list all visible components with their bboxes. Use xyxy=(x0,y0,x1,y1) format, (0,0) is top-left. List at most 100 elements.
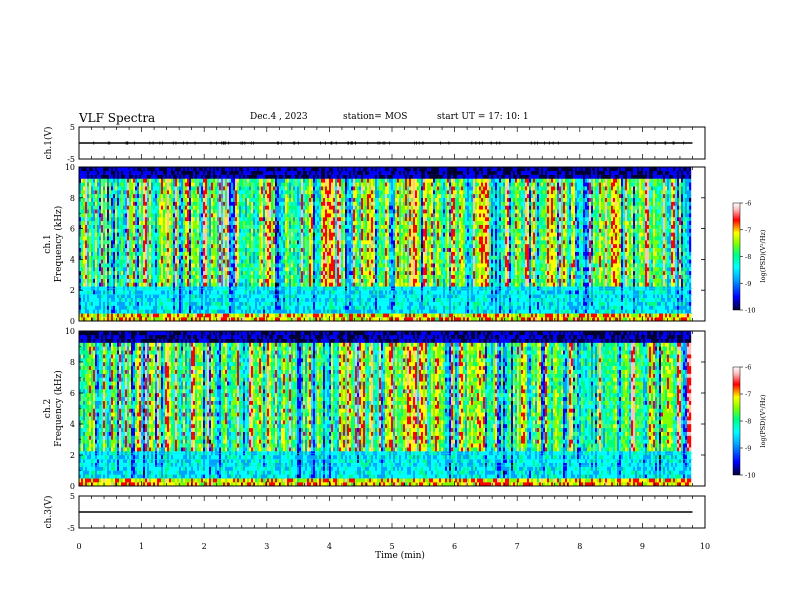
spectrogram-cell xyxy=(295,302,297,306)
spectrogram-cell xyxy=(221,194,223,198)
spectrogram-cell xyxy=(153,302,155,306)
spectrogram-cell xyxy=(219,298,221,302)
spectrogram-cell xyxy=(243,232,245,236)
spectrogram-cell xyxy=(103,213,105,217)
spectrogram-cell xyxy=(223,209,225,213)
spectrogram-cell xyxy=(93,209,95,213)
spectrogram-cell xyxy=(87,306,89,310)
spectrogram-cell xyxy=(297,259,299,263)
spectrogram-cell xyxy=(137,279,139,283)
spectrogram-cell xyxy=(187,198,189,202)
spectrogram-cell xyxy=(191,279,193,283)
spectrogram-cell xyxy=(95,248,97,252)
spectrogram-cell xyxy=(235,298,237,302)
spectrogram-cell xyxy=(103,271,105,275)
spectrogram-cell xyxy=(301,313,303,317)
spectrogram-cell xyxy=(217,182,219,186)
spectrogram-cell xyxy=(157,275,159,279)
spectrogram-cell xyxy=(137,175,139,179)
spectrogram-cell xyxy=(269,221,271,225)
spectrogram-cell xyxy=(99,232,101,236)
spectrogram-cell xyxy=(259,171,261,175)
spectrogram-cell xyxy=(185,190,187,194)
spectrogram-cell xyxy=(251,175,253,179)
spectrogram-cell xyxy=(217,209,219,213)
spectrogram-cell xyxy=(191,313,193,317)
spectrogram-cell xyxy=(247,225,249,229)
spectrogram-cell xyxy=(161,217,163,221)
spectrogram-cell xyxy=(149,202,151,206)
spectrogram-cell xyxy=(291,279,293,283)
spectrogram-cell xyxy=(227,182,229,186)
spectrogram-cell xyxy=(137,182,139,186)
spectrogram-cell xyxy=(171,236,173,240)
spectrogram-cell xyxy=(115,202,117,206)
spectrogram-cell xyxy=(227,217,229,221)
spectrogram-cell xyxy=(287,194,289,198)
spectrogram-cell xyxy=(211,179,213,183)
spectrogram-cell xyxy=(235,302,237,306)
spectrogram-cell xyxy=(305,209,307,213)
spectrogram-cell xyxy=(303,309,305,313)
spectrogram-cell xyxy=(259,213,261,217)
spectrogram-cell xyxy=(275,206,277,210)
spectrogram-cell xyxy=(197,229,199,233)
spectrogram-cell xyxy=(295,175,297,179)
spectrogram-cell xyxy=(289,213,291,217)
spectrogram-cell xyxy=(195,186,197,190)
spectrogram-cell xyxy=(209,202,211,206)
spectrogram-cell xyxy=(225,256,227,260)
spectrogram-cell xyxy=(173,179,175,183)
spectrogram-cell xyxy=(179,236,181,240)
spectrogram-cell xyxy=(273,263,275,267)
spectrogram-cell xyxy=(207,267,209,271)
spectrogram-cell xyxy=(143,225,145,229)
spectrogram-cell xyxy=(123,267,125,271)
spectrogram-cell xyxy=(197,225,199,229)
spectrogram-cell xyxy=(129,190,131,194)
spectrogram-cell xyxy=(265,248,267,252)
spectrogram-cell xyxy=(89,202,91,206)
spectrogram-cell xyxy=(237,263,239,267)
spectrogram-cell xyxy=(87,283,89,287)
spectrogram-cell xyxy=(135,182,137,186)
spectrogram-cell xyxy=(265,209,267,213)
spectrogram-cell xyxy=(263,221,265,225)
spectrogram-cell xyxy=(133,202,135,206)
spectrogram-cell xyxy=(225,206,227,210)
spectrogram-cell xyxy=(159,252,161,256)
spectrogram-cell xyxy=(289,179,291,183)
spectrogram-cell xyxy=(101,206,103,210)
spectrogram-cell xyxy=(173,171,175,175)
spectrogram-cell xyxy=(131,259,133,263)
spectrogram-cell xyxy=(313,290,315,294)
spectrogram-cell xyxy=(265,206,267,210)
spectrogram-cell xyxy=(139,186,141,190)
spectrogram-cell xyxy=(259,271,261,275)
spectrogram-cell xyxy=(283,240,285,244)
spectrogram-cell xyxy=(209,232,211,236)
spectrogram-cell xyxy=(293,309,295,313)
spectrogram-cell xyxy=(185,248,187,252)
spectrogram-cell xyxy=(159,290,161,294)
spectrogram-cell xyxy=(83,263,85,267)
spectrogram-cell xyxy=(281,256,283,260)
spectrogram-cell xyxy=(297,202,299,206)
spectrogram-cell xyxy=(257,302,259,306)
spectrogram-cell xyxy=(127,309,129,313)
spectrogram-cell xyxy=(105,244,107,248)
spectrogram-cell xyxy=(211,306,213,310)
spectrogram-cell xyxy=(289,236,291,240)
spectrogram-cell xyxy=(281,171,283,175)
spectrogram-cell xyxy=(259,267,261,271)
spectrogram-cell xyxy=(303,271,305,275)
spectrogram-cell xyxy=(253,275,255,279)
spectrogram-cell xyxy=(289,202,291,206)
spectrogram-cell xyxy=(161,229,163,233)
spectrogram-cell xyxy=(207,271,209,275)
spectrogram-cell xyxy=(273,206,275,210)
spectrogram-cell xyxy=(249,275,251,279)
spectrogram-cell xyxy=(143,309,145,313)
spectrogram-cell xyxy=(179,302,181,306)
spectrogram-cell xyxy=(119,190,121,194)
